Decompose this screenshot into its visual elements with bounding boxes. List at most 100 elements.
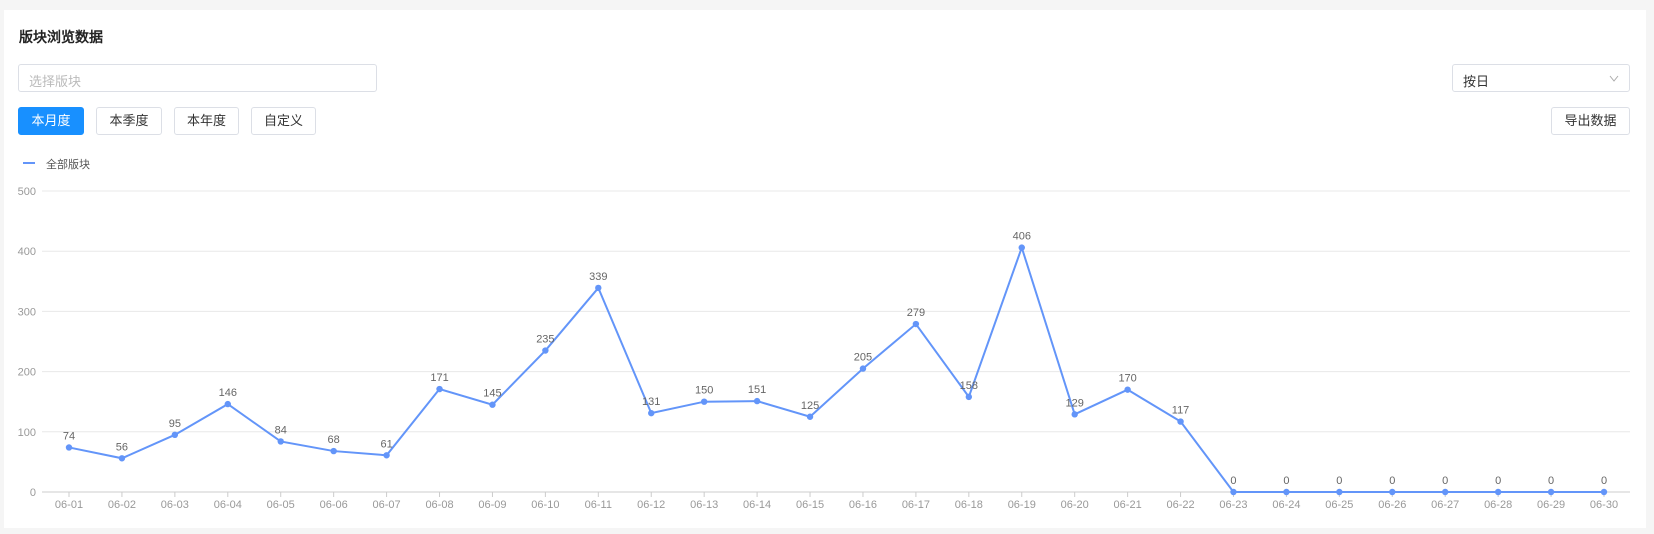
data-point bbox=[1071, 411, 1078, 418]
x-tick-label: 06-29 bbox=[1537, 499, 1565, 511]
data-label: 0 bbox=[1495, 475, 1501, 487]
x-tick-label: 06-13 bbox=[690, 499, 718, 511]
x-tick-label: 06-06 bbox=[320, 499, 348, 511]
x-tick-label: 06-26 bbox=[1378, 499, 1406, 511]
data-point bbox=[1442, 488, 1449, 496]
data-label: 0 bbox=[1442, 475, 1448, 487]
y-tick-label: 400 bbox=[18, 246, 36, 258]
data-label: 151 bbox=[748, 384, 766, 396]
data-label: 56 bbox=[116, 441, 128, 453]
data-label: 117 bbox=[1172, 405, 1190, 417]
data-label: 68 bbox=[328, 434, 340, 446]
data-point bbox=[277, 438, 284, 445]
x-tick-label: 06-12 bbox=[637, 499, 665, 511]
data-point bbox=[595, 284, 602, 292]
data-point bbox=[330, 447, 337, 455]
x-tick-label: 06-30 bbox=[1590, 499, 1618, 511]
data-point bbox=[383, 452, 390, 459]
data-point bbox=[1124, 386, 1131, 393]
data-point bbox=[489, 401, 496, 408]
x-tick-label: 06-11 bbox=[585, 499, 612, 511]
data-point bbox=[1494, 488, 1502, 496]
data-label: 84 bbox=[275, 424, 287, 436]
x-tick-label: 06-10 bbox=[531, 499, 559, 511]
x-tick-label: 06-25 bbox=[1325, 499, 1353, 511]
data-point bbox=[753, 397, 761, 405]
data-label: 125 bbox=[801, 400, 819, 412]
data-label: 61 bbox=[380, 438, 392, 450]
data-label: 0 bbox=[1548, 475, 1554, 487]
data-point bbox=[171, 431, 179, 439]
data-label: 205 bbox=[854, 352, 872, 364]
range-button[interactable]: 本季度 bbox=[96, 107, 162, 135]
x-tick-label: 06-19 bbox=[1008, 499, 1036, 511]
range-button[interactable]: 自定义 bbox=[251, 107, 316, 135]
data-label: 129 bbox=[1066, 397, 1084, 409]
data-label: 0 bbox=[1336, 475, 1342, 487]
data-label: 279 bbox=[907, 307, 925, 319]
data-label: 406 bbox=[1013, 231, 1031, 243]
data-point bbox=[1230, 488, 1237, 496]
x-tick-label: 06-24 bbox=[1272, 499, 1300, 511]
x-tick-label: 06-20 bbox=[1061, 499, 1089, 511]
data-label: 0 bbox=[1389, 475, 1395, 487]
y-tick-label: 500 bbox=[18, 186, 36, 198]
legend-swatch bbox=[23, 162, 35, 164]
y-tick-label: 300 bbox=[18, 306, 36, 318]
data-point bbox=[1177, 418, 1184, 425]
x-tick-label: 06-22 bbox=[1166, 499, 1194, 511]
data-label: 146 bbox=[219, 387, 237, 399]
block-select[interactable]: 选择版块 bbox=[18, 64, 377, 92]
data-point bbox=[700, 398, 708, 405]
data-point bbox=[542, 347, 549, 354]
y-tick-label: 200 bbox=[18, 367, 36, 379]
period-select[interactable]: 按日 bbox=[1452, 64, 1630, 92]
x-tick-label: 06-01 bbox=[55, 499, 83, 511]
data-label: 171 bbox=[430, 372, 448, 384]
x-tick-label: 06-09 bbox=[478, 499, 506, 511]
data-point bbox=[1283, 488, 1290, 496]
data-label: 95 bbox=[169, 418, 181, 430]
x-tick-label: 06-17 bbox=[902, 499, 930, 511]
x-tick-label: 06-27 bbox=[1431, 499, 1459, 511]
data-point bbox=[859, 365, 867, 372]
page-title: 版块浏览数据 bbox=[19, 29, 103, 45]
data-point bbox=[965, 393, 973, 401]
legend-label: 全部版块 bbox=[46, 159, 90, 171]
data-point bbox=[118, 455, 126, 462]
x-tick-label: 06-08 bbox=[425, 499, 453, 511]
x-tick-label: 06-18 bbox=[955, 499, 983, 511]
data-label: 339 bbox=[589, 271, 607, 283]
data-label: 0 bbox=[1230, 475, 1236, 487]
data-point bbox=[1336, 488, 1343, 496]
x-tick-label: 06-02 bbox=[108, 499, 136, 511]
range-button[interactable]: 本月度 bbox=[18, 107, 84, 135]
x-tick-label: 06-05 bbox=[267, 499, 295, 511]
x-tick-label: 06-21 bbox=[1114, 499, 1142, 511]
data-point bbox=[806, 413, 814, 420]
range-button[interactable]: 本年度 bbox=[174, 107, 239, 135]
x-tick-label: 06-16 bbox=[849, 499, 877, 511]
data-point bbox=[224, 400, 231, 408]
data-point bbox=[1389, 488, 1396, 496]
data-label: 0 bbox=[1601, 475, 1607, 487]
y-tick-label: 100 bbox=[18, 427, 36, 439]
data-point bbox=[65, 444, 73, 451]
x-tick-label: 06-07 bbox=[373, 499, 401, 511]
data-point bbox=[1018, 244, 1025, 251]
data-label: 0 bbox=[1283, 475, 1289, 487]
x-tick-label: 06-23 bbox=[1219, 499, 1247, 511]
data-label: 158 bbox=[960, 380, 978, 392]
data-point bbox=[1547, 488, 1555, 496]
x-tick-label: 06-28 bbox=[1484, 499, 1512, 511]
data-point bbox=[912, 320, 920, 328]
export-button[interactable]: 导出数据 bbox=[1551, 107, 1630, 135]
data-label: 145 bbox=[483, 388, 501, 400]
data-label: 170 bbox=[1118, 373, 1136, 385]
data-point bbox=[436, 385, 443, 393]
data-label: 131 bbox=[642, 396, 660, 408]
x-tick-label: 06-04 bbox=[214, 499, 242, 511]
x-tick-label: 06-03 bbox=[161, 499, 189, 511]
